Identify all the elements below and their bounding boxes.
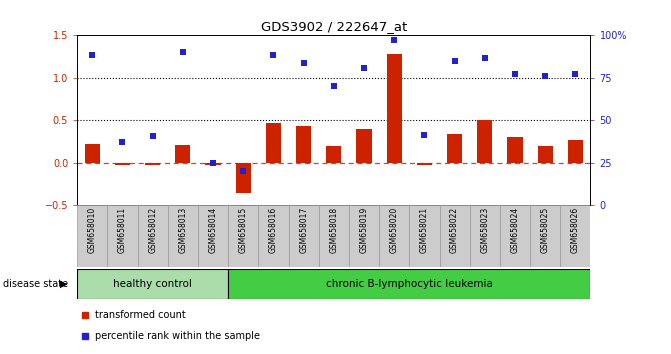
Bar	[138, 205, 168, 267]
Bar	[289, 205, 319, 267]
Point	[359, 65, 370, 70]
Bar	[77, 269, 228, 299]
Text: disease state: disease state	[3, 279, 68, 289]
Title: GDS3902 / 222647_at: GDS3902 / 222647_at	[261, 20, 407, 33]
Bar	[107, 205, 138, 267]
Text: GSM658013: GSM658013	[178, 207, 187, 253]
Bar	[470, 205, 500, 267]
Bar	[266, 123, 281, 163]
Bar	[500, 205, 530, 267]
Point	[329, 84, 340, 89]
Point	[389, 38, 400, 43]
Bar	[258, 205, 289, 267]
Text: percentile rank within the sample: percentile rank within the sample	[95, 331, 260, 341]
Text: GSM658025: GSM658025	[541, 207, 550, 253]
Bar	[356, 129, 372, 163]
Bar	[236, 163, 251, 193]
Bar	[530, 205, 560, 267]
Text: GSM658020: GSM658020	[390, 207, 399, 253]
Text: GSM658015: GSM658015	[239, 207, 248, 253]
Point	[268, 52, 279, 58]
Text: GSM658016: GSM658016	[269, 207, 278, 253]
Text: GSM658017: GSM658017	[299, 207, 308, 253]
Bar	[175, 145, 191, 163]
Text: GSM658026: GSM658026	[571, 207, 580, 253]
Point	[208, 160, 219, 166]
Point	[510, 71, 521, 76]
Point	[299, 60, 309, 65]
Bar	[145, 163, 160, 165]
Bar	[228, 205, 258, 267]
Bar	[440, 205, 470, 267]
Point	[450, 58, 460, 64]
Bar	[417, 163, 432, 165]
Bar	[296, 126, 311, 163]
Point	[540, 73, 551, 79]
Bar	[379, 205, 409, 267]
Text: GSM658019: GSM658019	[360, 207, 368, 253]
Text: GSM658010: GSM658010	[88, 207, 97, 253]
Text: GSM658021: GSM658021	[420, 207, 429, 253]
Bar	[85, 144, 100, 163]
Bar	[477, 120, 493, 163]
Point	[117, 139, 128, 145]
Bar	[409, 205, 440, 267]
Bar	[560, 205, 590, 267]
Point	[148, 133, 158, 138]
Text: GSM658012: GSM658012	[148, 207, 157, 253]
Point	[419, 132, 430, 138]
Point	[178, 50, 189, 55]
Bar	[228, 269, 590, 299]
Text: GSM658018: GSM658018	[329, 207, 338, 253]
Bar	[386, 54, 402, 163]
Text: transformed count: transformed count	[95, 309, 186, 320]
Bar	[77, 205, 107, 267]
Bar	[537, 146, 553, 163]
Bar	[198, 205, 228, 267]
Text: chronic B-lymphocytic leukemia: chronic B-lymphocytic leukemia	[326, 279, 493, 289]
Text: GSM658014: GSM658014	[209, 207, 217, 253]
Text: GSM658011: GSM658011	[118, 207, 127, 253]
Point	[87, 52, 98, 58]
Bar	[507, 137, 523, 163]
Text: GSM658022: GSM658022	[450, 207, 459, 253]
Bar	[349, 205, 379, 267]
Bar	[115, 163, 130, 165]
Text: GSM658024: GSM658024	[511, 207, 519, 253]
Bar	[319, 205, 349, 267]
Text: healthy control: healthy control	[113, 279, 192, 289]
Point	[480, 56, 491, 61]
Text: GSM658023: GSM658023	[480, 207, 489, 253]
Bar	[168, 205, 198, 267]
Point	[238, 169, 249, 174]
Bar	[326, 146, 342, 163]
Point	[570, 71, 581, 76]
Text: ▶: ▶	[60, 279, 67, 289]
Bar	[447, 134, 462, 163]
Bar	[205, 163, 221, 165]
Bar	[568, 140, 583, 163]
